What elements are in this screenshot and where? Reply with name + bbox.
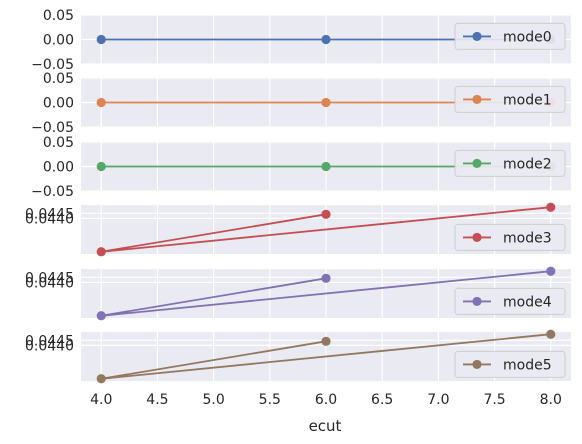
data-point xyxy=(96,311,106,321)
data-point xyxy=(96,247,106,257)
legend-box xyxy=(454,149,566,177)
legend-label: mode3 xyxy=(503,230,552,246)
y-tick-label: −0.05 xyxy=(31,184,74,200)
legend: mode0 xyxy=(454,22,566,50)
legend-swatch-marker xyxy=(472,232,482,243)
y-tick-label: 0.0445 xyxy=(25,206,74,222)
data-point xyxy=(96,97,106,108)
data-point xyxy=(321,161,331,172)
y-tick-label: 0.05 xyxy=(43,135,74,151)
x-tick-label: 6.5 xyxy=(371,392,393,408)
y-tick-label: 0.05 xyxy=(43,8,74,24)
y-tick-label: 0.0445 xyxy=(25,333,74,349)
x-tick-label: 4.5 xyxy=(146,392,168,408)
data-point xyxy=(96,374,106,384)
data-point xyxy=(321,34,331,45)
x-tick-label: 6.0 xyxy=(315,392,337,408)
data-point xyxy=(321,336,331,346)
y-tick-label: 0.0440 xyxy=(25,211,74,227)
y-tick-label: 0.00 xyxy=(43,160,74,176)
y-tick-label: 0.05 xyxy=(43,71,74,87)
legend: mode3 xyxy=(454,223,566,251)
subplots: −0.050.000.05mode0−0.050.000.05mode1−0.0… xyxy=(25,8,571,408)
legend-label: mode0 xyxy=(503,29,552,45)
legend-box xyxy=(454,287,566,315)
data-point xyxy=(321,273,331,283)
x-tick-label: 4.0 xyxy=(90,392,112,408)
y-tick-label: 0.0445 xyxy=(25,270,74,286)
x-tick-label: 7.0 xyxy=(427,392,449,408)
data-point xyxy=(321,97,331,108)
data-point xyxy=(546,202,556,212)
subplot-mode0: −0.05 0.00 0.05 mode0 xyxy=(31,8,571,73)
y-tick-label: 0.00 xyxy=(43,96,74,112)
legend-box xyxy=(454,350,566,378)
legend-swatch-marker xyxy=(472,359,482,370)
y-tick-label: 0.00 xyxy=(43,33,74,49)
legend-label: mode5 xyxy=(503,357,552,373)
legend-swatch-marker xyxy=(472,158,482,169)
legend: mode4 xyxy=(454,287,566,315)
legend-box xyxy=(454,22,566,50)
y-tick-label: −0.05 xyxy=(31,120,74,136)
data-point xyxy=(96,34,106,45)
x-tick-label: 7.5 xyxy=(483,392,505,408)
legend-label: mode4 xyxy=(503,294,552,310)
x-axis-label: ecut xyxy=(309,417,342,435)
y-tick-label: 0.0440 xyxy=(25,338,74,354)
data-point xyxy=(546,329,556,339)
x-axis: 4.0 4.5 5.0 5.5 6.0 6.5 7.0 7.5 8.0 xyxy=(90,392,562,408)
legend-box xyxy=(454,223,566,251)
legend-label: mode2 xyxy=(503,156,552,172)
data-point xyxy=(321,209,331,219)
legend-box xyxy=(454,85,566,113)
x-tick-label: 8.0 xyxy=(540,392,562,408)
x-tick-label: 5.5 xyxy=(259,392,281,408)
legend: mode2 xyxy=(454,149,566,177)
subplot-mode1: −0.05 0.00 0.05 mode1 xyxy=(31,71,571,136)
legend-swatch-marker xyxy=(472,296,482,307)
subplot-mode2: −0.05 0.00 0.05 mode2 xyxy=(31,135,571,200)
y-tick-label: −0.05 xyxy=(31,57,74,73)
legend-swatch-marker xyxy=(472,94,482,105)
x-tick-label: 5.0 xyxy=(202,392,224,408)
y-tick-label: 0.0440 xyxy=(25,275,74,291)
legend: mode5 xyxy=(454,350,566,378)
legend-swatch-marker xyxy=(472,31,482,42)
legend: mode1 xyxy=(454,85,566,113)
data-point xyxy=(96,161,106,172)
data-point xyxy=(546,266,556,276)
legend-label: mode1 xyxy=(503,92,552,108)
